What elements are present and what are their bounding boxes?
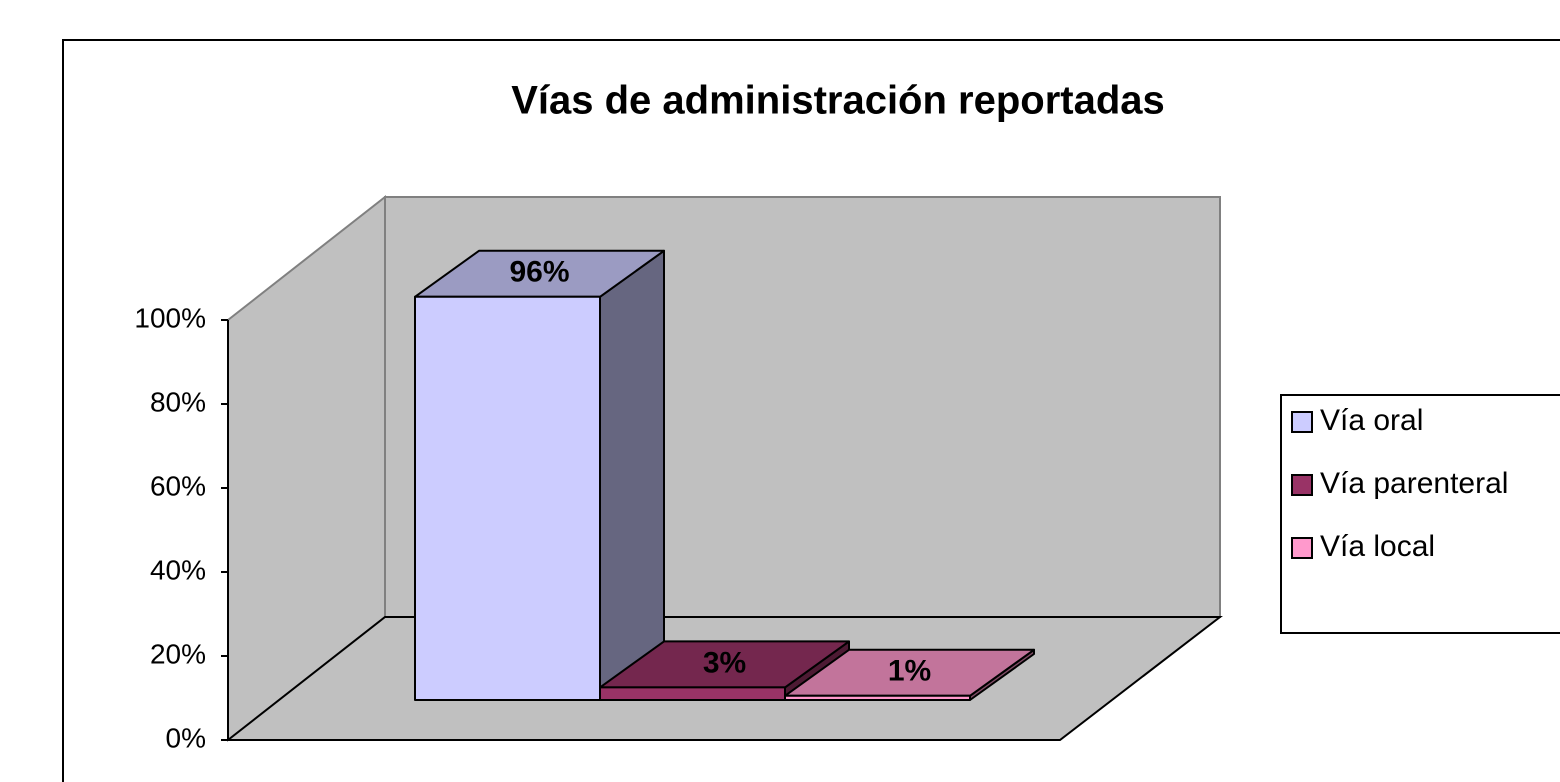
y-tick-label: 0% <box>166 722 206 753</box>
y-tick-label: 40% <box>150 554 206 585</box>
y-tick-label: 60% <box>150 470 206 501</box>
y-tick-label: 20% <box>150 638 206 669</box>
value-label: 96% <box>509 256 569 289</box>
bar-front <box>414 295 601 701</box>
value-label: 1% <box>888 655 931 688</box>
legend-label: Vía oral <box>1320 404 1423 437</box>
legend-swatch <box>1291 537 1313 559</box>
bar-front <box>784 694 971 701</box>
chart-title: Vías de administración reportadas <box>511 79 1165 123</box>
y-tick-label: 100% <box>134 302 206 333</box>
legend-swatch <box>1291 411 1313 433</box>
value-label: 3% <box>703 646 746 679</box>
legend-label: Vía parenteral <box>1320 467 1508 500</box>
y-tick-label: 80% <box>150 386 206 417</box>
bar-front <box>599 686 786 702</box>
bar-side <box>599 249 665 701</box>
legend-swatch <box>1291 474 1313 496</box>
legend-label: Vía local <box>1320 530 1435 563</box>
legend <box>1280 394 1560 634</box>
